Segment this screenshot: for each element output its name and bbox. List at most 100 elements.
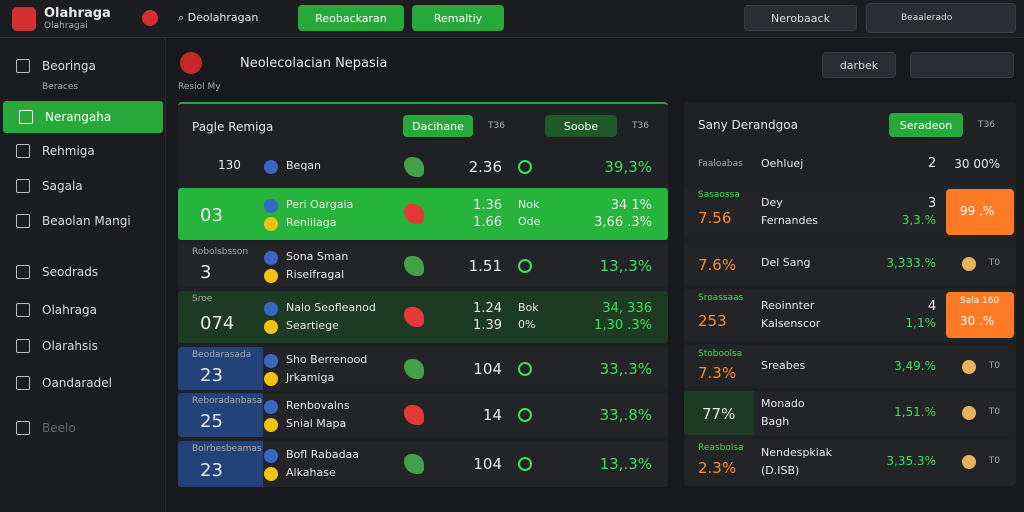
score: 23 [200, 460, 223, 481]
nav-icon [16, 376, 30, 390]
nav-item[interactable]: Rehmiga [0, 135, 164, 167]
search[interactable]: ⌕ Deolahragan [178, 11, 259, 24]
stat-row[interactable]: Reasbolsa 2.3% Nendespkiak (D.ISB) 3,35.3% T0 [684, 439, 1016, 485]
stat-name: (D.ISB) [761, 464, 800, 477]
odds-icon [518, 258, 532, 273]
odds: 1.39 [473, 318, 502, 333]
badge-value: 99 ,% [960, 204, 995, 218]
player-icon [404, 405, 424, 425]
team-icon [264, 418, 278, 432]
team-name: Renlilaga [286, 216, 337, 229]
odds: 14 [482, 406, 502, 424]
score: 074 [200, 313, 235, 334]
stat-score: 7.3% [698, 363, 737, 382]
team-name: Riseifragal [286, 267, 345, 281]
tab[interactable]: Dacihane [403, 115, 473, 137]
tab[interactable]: Soobe [545, 115, 617, 137]
nav-label: Beaolan Mangi [42, 214, 131, 228]
stat-tag: Reasbolsa [698, 443, 744, 453]
toolbar[interactable] [910, 52, 1014, 78]
team-name: Peri Oargaia [286, 198, 354, 211]
match-row[interactable]: Beodarasada 23 Sho Berrenood Jrkamiga 104 33,… [178, 347, 668, 390]
nav-icon [16, 421, 30, 435]
badge[interactable]: 99 ,% [946, 189, 1014, 235]
team-name: Sho Berrenood [286, 352, 368, 366]
match-row[interactable]: Reboradanbasa 25 Renbovalns Snial Mapa 14 33,… [178, 393, 668, 437]
nav-item[interactable]: Beelo [0, 412, 164, 444]
stat-percent: 1,51.% [894, 405, 936, 419]
nav-item[interactable]: Seodrads [0, 256, 164, 288]
match-row[interactable]: Robolsbsson 3 Sona Sman Riseifragal 1.51 13,.… [178, 244, 668, 287]
match-row[interactable]: 130 Beqan 2.36 39,3% [178, 152, 668, 182]
tab-count: T36 [632, 121, 649, 131]
team-name: Seartiege [286, 319, 339, 332]
team-icon [264, 449, 278, 463]
nav-item[interactable]: Olahraga [0, 294, 164, 326]
team-icon [264, 400, 278, 414]
percent: 34, 336 [602, 301, 652, 316]
search-button[interactable]: darbek [822, 52, 896, 78]
percent: 33,.3% [599, 359, 652, 378]
odds-mid: Bok [518, 301, 539, 314]
team-icon [264, 371, 278, 386]
odds: 1.36 [473, 198, 502, 213]
nav-item[interactable]: Sagala [0, 170, 164, 202]
nav-icon [16, 59, 30, 73]
nav-label: Rehmiga [42, 144, 95, 158]
nav-item[interactable]: Beaolan Mangi [0, 205, 164, 237]
stat-score: 2.3% [698, 459, 737, 477]
score-cell [178, 393, 263, 437]
team-icon [264, 199, 278, 213]
stat-name: Dey [761, 196, 783, 209]
odds-icon [518, 160, 532, 174]
stat-row[interactable]: Faaloabas Oehluej 2 30 00% [684, 150, 1016, 180]
stat-row[interactable]: Sasaossa 7.56 Dey Fernandes 3 3,3.% 99 ,% [684, 186, 1016, 238]
nav-label: Beelo [42, 421, 76, 435]
odds-icon [518, 457, 532, 471]
stat-name: Monado [761, 397, 805, 410]
nav-item[interactable]: Oandaradel [0, 367, 164, 399]
match-row[interactable]: Bolrbesbeamas 23 Bofl Rabadaa Alkahase 104 13… [178, 441, 668, 487]
stat-row[interactable]: Stoboolsa 7.3% Sreabes 3,49.% T0 [684, 345, 1016, 388]
badge[interactable]: Sala 160 30 .% [946, 292, 1014, 338]
brand: Olahraga [44, 6, 111, 21]
odds: 1.24 [473, 301, 502, 316]
stat-row[interactable]: Sroassaas 253 Reoinnter Kalsenscor 4 1,1% Sala… [684, 289, 1016, 341]
stat-end: T0 [988, 360, 1000, 371]
tab-count: T36 [978, 120, 995, 130]
nav-item[interactable]: Nerangaha [3, 101, 163, 133]
nav-item[interactable]: Olarahsis [0, 330, 164, 362]
nav-item[interactable]: Beoringa [0, 50, 164, 82]
stat-percent: 1,1% [905, 316, 937, 330]
nav-icon [16, 144, 30, 158]
team-name: Beqan [286, 159, 322, 172]
stat-tag: Sasaossa [698, 190, 740, 200]
panel-title: Pagle Remiga [192, 120, 274, 134]
nav-icon [16, 179, 30, 193]
main-title: Neolecolacian Nepasia [240, 56, 388, 71]
stat-row[interactable]: 77% Monado Bagh 1,51.% T0 [684, 391, 1016, 435]
team-icon [264, 217, 278, 231]
stat-tag: Faaloabas [698, 159, 743, 169]
nav-button[interactable]: Reobackaran [298, 5, 404, 31]
odds: 2.36 [468, 158, 502, 176]
player-icon [404, 454, 424, 474]
brand-sub: Olahragai [44, 21, 88, 31]
stat-num: 2 [928, 156, 937, 171]
match-tag: Robolsbsson [192, 247, 249, 257]
stat-end: T0 [988, 257, 1000, 268]
stat-row[interactable]: 7.6% Del Sang 3,333.% T0 [684, 242, 1016, 285]
tab[interactable]: Seradeon [889, 113, 963, 137]
team-name: Jrkamiga [286, 370, 335, 384]
odds-icon [518, 408, 532, 422]
stat-num: 3 [928, 196, 937, 211]
stat-tag: Sroassaas [698, 293, 744, 303]
nav-button[interactable]: Remaltiy [412, 5, 504, 31]
player-icon [404, 204, 424, 224]
notif-button[interactable]: Nerobaack [744, 5, 857, 31]
match-row[interactable]: Sroe 074 Nalo Seofleanod Seartiege 1.24 1.39 B… [178, 291, 668, 343]
match-row[interactable]: 03 Peri Oargaia Renlilaga 1.36 1.66 Nok Ode 34 … [178, 188, 668, 240]
team-icon [264, 467, 278, 481]
user-button[interactable]: Beaalerado [866, 3, 1016, 33]
